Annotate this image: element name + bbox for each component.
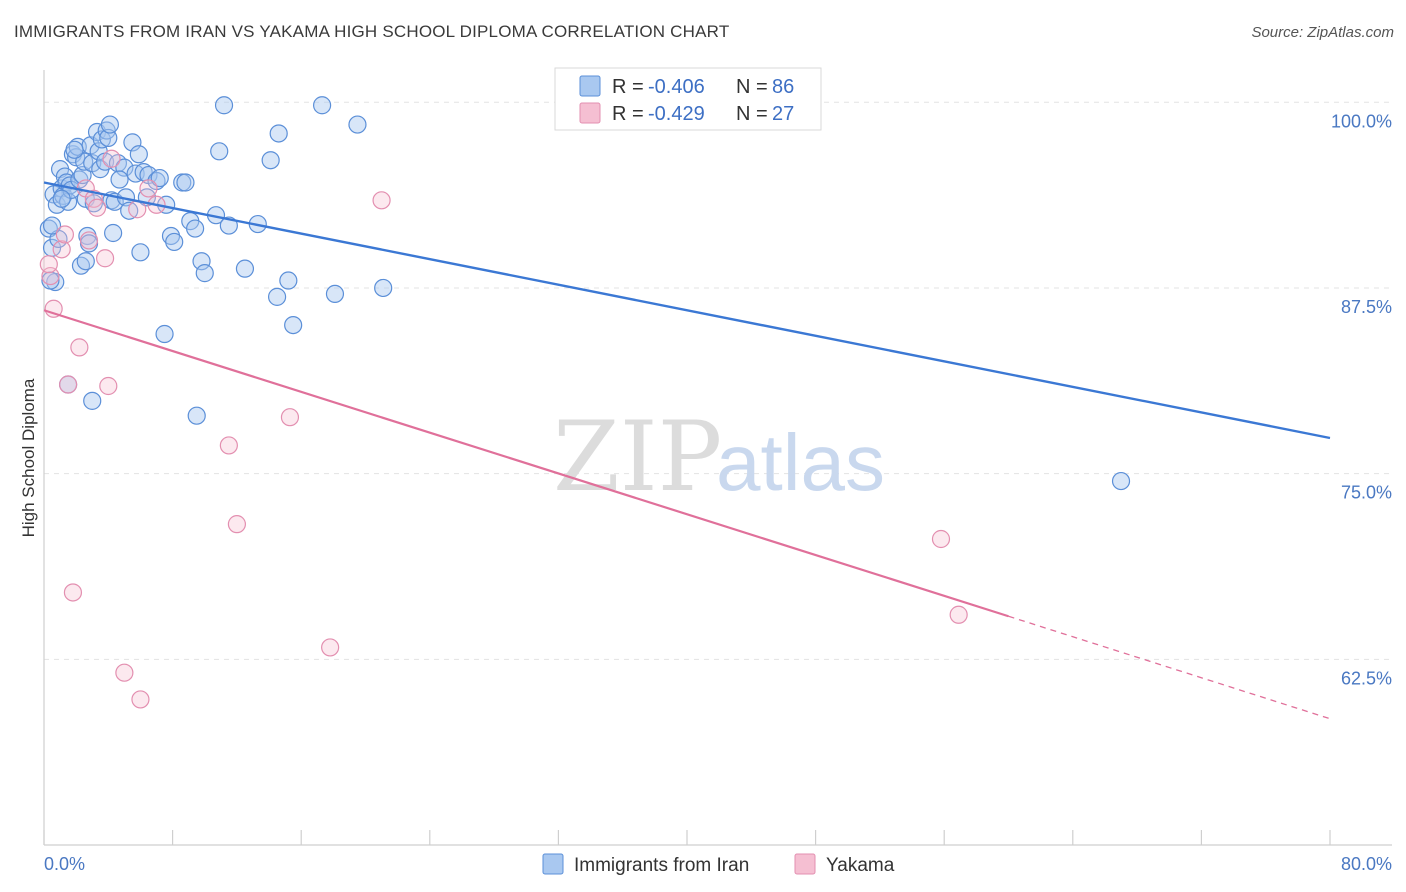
legend-n-value-yakama: 27 xyxy=(772,103,794,125)
point-yakama xyxy=(102,149,121,168)
point-iran xyxy=(186,219,205,238)
point-yakama xyxy=(52,240,71,259)
y-tick-label: 100.0% xyxy=(1331,111,1392,131)
point-yakama xyxy=(115,663,134,682)
point-yakama xyxy=(87,198,107,217)
point-iran xyxy=(1111,471,1131,491)
point-iran xyxy=(104,223,123,243)
legend-n-label-iran: N = xyxy=(736,76,768,98)
point-yakama xyxy=(321,638,340,657)
point-iran xyxy=(76,252,95,271)
point-iran xyxy=(214,96,234,115)
point-yakama xyxy=(39,255,58,274)
watermark-atlas: atlas xyxy=(716,418,885,507)
point-iran xyxy=(195,264,214,283)
point-iran xyxy=(129,145,148,164)
trend-lines xyxy=(43,181,1331,720)
point-yakama xyxy=(219,436,238,455)
grid-lines xyxy=(44,101,1392,660)
point-iran xyxy=(235,259,255,278)
y-axis-label: High School Diploma xyxy=(19,378,38,537)
bottom-legend-swatch-yakama xyxy=(794,853,816,875)
point-iran xyxy=(110,170,129,189)
point-iran xyxy=(155,324,174,344)
point-yakama xyxy=(99,376,118,396)
watermark-zip: ZIP xyxy=(553,401,722,513)
point-iran xyxy=(325,284,345,304)
y-tick-label: 75.0% xyxy=(1341,483,1392,503)
point-iran xyxy=(100,115,120,134)
point-iran xyxy=(279,271,298,290)
series-yakama-points xyxy=(39,149,968,709)
point-iran xyxy=(210,142,229,161)
point-yakama xyxy=(79,231,99,250)
y-tick-label: 62.5% xyxy=(1341,668,1392,688)
point-iran xyxy=(52,189,71,208)
legend-r-label-yakama: R = xyxy=(612,103,644,125)
y-tick-labels: 100.0% 87.5% 75.0% 62.5% xyxy=(1331,111,1392,688)
point-iran xyxy=(99,128,118,148)
stats-legend: R = -0.406 N = 86 R = -0.429 N = 27 xyxy=(554,67,822,131)
point-yakama xyxy=(131,690,150,709)
legend-swatch-yakama xyxy=(579,102,601,124)
point-iran xyxy=(261,151,280,170)
legend-n-label-yakama: N = xyxy=(736,103,768,125)
point-yakama xyxy=(280,408,300,427)
x-tick-label-min: 0.0% xyxy=(44,854,85,874)
chart-title: IMMIGRANTS FROM IRAN VS YAKAMA HIGH SCHO… xyxy=(14,22,730,41)
point-yakama xyxy=(931,529,951,549)
x-tick-label-max: 80.0% xyxy=(1341,854,1392,874)
trend-line-iran xyxy=(43,181,1331,440)
x-axis-ticks xyxy=(43,830,1331,845)
point-iran xyxy=(269,124,288,143)
point-iran xyxy=(165,232,184,252)
source-label: Source: ZipAtlas.com xyxy=(1251,24,1394,41)
point-iran xyxy=(115,158,134,177)
point-yakama xyxy=(949,605,968,624)
legend-r-label-iran: R = xyxy=(612,76,644,98)
legend-r-value-yakama: -0.429 xyxy=(648,103,705,125)
legend-r-value-iran: -0.406 xyxy=(648,76,705,98)
point-yakama xyxy=(227,515,246,534)
point-yakama xyxy=(95,249,115,268)
series-legend: Immigrants from Iran Yakama xyxy=(542,853,895,876)
point-iran xyxy=(131,243,150,262)
legend-n-value-iran: 86 xyxy=(772,76,794,98)
point-iran xyxy=(134,162,153,182)
point-iran xyxy=(187,406,206,425)
point-iran xyxy=(176,173,195,192)
point-yakama xyxy=(63,583,83,602)
bottom-legend-label-iran: Immigrants from Iran xyxy=(574,855,749,876)
point-iran xyxy=(83,391,102,410)
point-iran xyxy=(348,115,367,134)
point-iran xyxy=(284,315,303,335)
point-yakama xyxy=(372,191,391,210)
point-iran xyxy=(65,140,84,159)
point-yakama xyxy=(59,375,78,394)
point-iran xyxy=(312,96,332,115)
point-iran xyxy=(150,168,169,188)
point-iran xyxy=(92,130,111,149)
point-iran xyxy=(267,287,287,306)
bottom-legend-label-yakama: Yakama xyxy=(826,855,895,876)
trend-line-yakama-extension xyxy=(1008,615,1331,720)
point-yakama xyxy=(139,179,158,198)
point-iran xyxy=(219,216,238,235)
point-iran xyxy=(192,252,211,271)
trend-line-yakama xyxy=(43,309,1009,618)
point-iran xyxy=(47,195,66,214)
point-iran xyxy=(73,165,92,185)
legend-swatch-iran xyxy=(579,75,601,97)
bottom-legend-swatch-iran xyxy=(542,853,564,875)
y-tick-label: 87.5% xyxy=(1341,297,1392,317)
point-iran xyxy=(42,216,62,235)
point-yakama xyxy=(70,338,89,357)
point-iran xyxy=(374,278,393,298)
point-yakama xyxy=(55,225,74,244)
